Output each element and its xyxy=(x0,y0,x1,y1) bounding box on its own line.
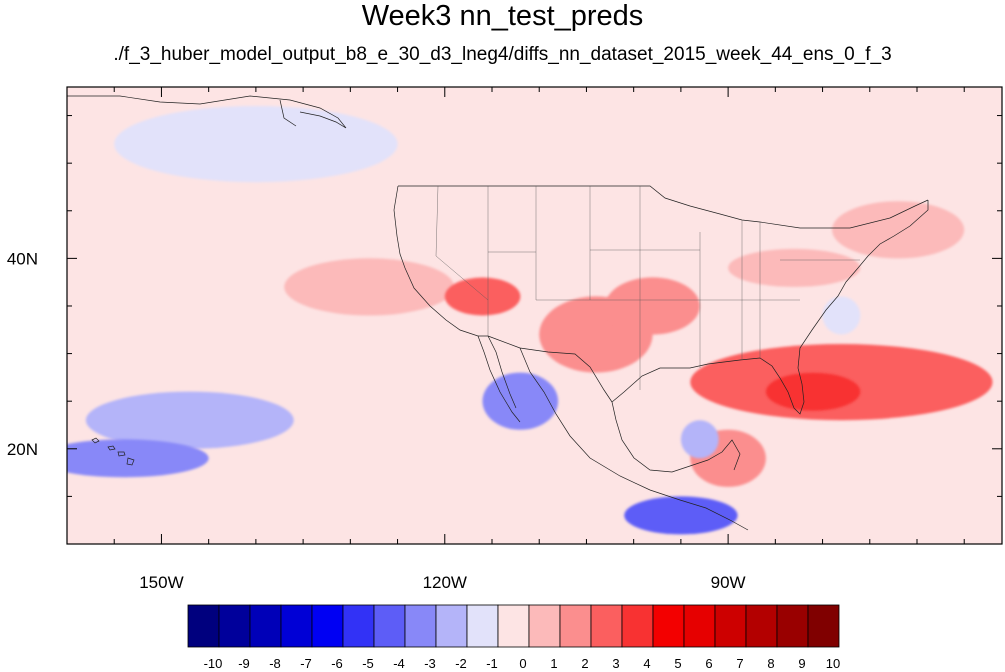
colorbar-box xyxy=(683,604,716,648)
plot-title: Week3 nn_test_preds xyxy=(361,0,644,32)
y-tick-label: 20N xyxy=(7,440,38,459)
colorbar-box xyxy=(807,604,840,648)
colorbar-label: 1 xyxy=(550,656,557,671)
colorbar-box xyxy=(497,604,530,648)
x-tick-label: 120W xyxy=(423,573,467,592)
colorbar-label: -7 xyxy=(300,656,312,671)
mexico-gulf-coast xyxy=(611,401,741,473)
state-lines xyxy=(435,185,860,390)
colorbar-label: 8 xyxy=(767,656,774,671)
colorbar: -10 -9 -8 -7 -6 -5 -4 -3 -2 -1 0 1 2 3 4 5 6 7 8 9 10 xyxy=(187,604,841,671)
x-tick-label: 90W xyxy=(711,573,746,592)
map-ticks xyxy=(67,87,1002,544)
colorbar-label: 6 xyxy=(705,656,712,671)
anomaly-region-positive xyxy=(444,277,521,316)
colorbar-box xyxy=(714,604,747,648)
anomaly-region-negative xyxy=(624,496,738,535)
colorbar-box xyxy=(559,604,592,648)
colorbar-box xyxy=(776,604,809,648)
axis-labels: 150W 120W 90W 20N 40N xyxy=(7,249,746,592)
anomaly-region-negative xyxy=(822,296,861,335)
colorbar-label: 3 xyxy=(612,656,619,671)
map-frame xyxy=(66,86,1003,545)
map-panel: 150W 120W 90W 20N 40N xyxy=(7,86,1003,592)
hawaii-islands xyxy=(91,437,135,466)
colorbar-box xyxy=(311,604,344,648)
colorbar-label: -3 xyxy=(424,656,436,671)
colorbar-label: -8 xyxy=(269,656,281,671)
us-east-coast xyxy=(797,200,929,369)
anomaly-region-positive xyxy=(832,201,965,259)
colorbar-box xyxy=(435,604,468,648)
alaska-coast xyxy=(67,95,347,129)
y-tick-label: 40N xyxy=(7,249,38,268)
mexico-pacific-coast xyxy=(519,347,749,531)
colorbar-label: 2 xyxy=(581,656,588,671)
colorbar-label: 7 xyxy=(736,656,743,671)
us-canada-border xyxy=(398,185,929,229)
colorbar-label: -9 xyxy=(238,656,250,671)
colorbar-box xyxy=(187,604,220,648)
colorbar-box xyxy=(249,604,282,648)
colorbar-label: -2 xyxy=(455,656,467,671)
anomaly-region-negative xyxy=(680,420,719,459)
colorbar-box xyxy=(652,604,685,648)
colorbar-label: -10 xyxy=(204,656,223,671)
anomaly-region-positive xyxy=(765,372,861,411)
anomaly-region-negative xyxy=(85,391,294,449)
colorbar-box xyxy=(466,604,499,648)
colorbar-box xyxy=(528,604,561,648)
colorbar-label: 4 xyxy=(643,656,650,671)
baja-california-coast xyxy=(477,335,521,423)
colorbar-boxes xyxy=(187,604,840,648)
colorbar-label: 10 xyxy=(826,656,840,671)
colorbar-box xyxy=(404,604,437,648)
colorbar-box xyxy=(373,604,406,648)
colorbar-box xyxy=(590,604,623,648)
colorbar-label: -1 xyxy=(486,656,498,671)
anomaly-field xyxy=(67,106,993,535)
colorbar-label: -4 xyxy=(393,656,405,671)
colorbar-labels: -10 -9 -8 -7 -6 -5 -4 -3 -2 -1 0 1 2 3 4 5 6 7 8 9 10 xyxy=(204,656,841,671)
colorbar-box xyxy=(745,604,778,648)
colorbar-label: 5 xyxy=(674,656,681,671)
colorbar-label: 0 xyxy=(519,656,526,671)
colorbar-box xyxy=(280,604,313,648)
coastlines-and-borders xyxy=(67,95,929,531)
anomaly-region-positive xyxy=(284,258,455,316)
colorbar-label: -5 xyxy=(362,656,374,671)
x-tick-label: 150W xyxy=(139,573,183,592)
us-west-coast xyxy=(393,185,488,337)
anomaly-region-positive xyxy=(728,248,861,287)
colorbar-label: 9 xyxy=(798,656,805,671)
plot-subtitle: ./f_3_huber_model_output_b8_e_30_d3_lneg… xyxy=(113,44,892,65)
anomaly-region-negative xyxy=(67,439,209,478)
colorbar-label: -6 xyxy=(331,656,343,671)
colorbar-box xyxy=(342,604,375,648)
anomaly-region-negative xyxy=(114,106,398,183)
anomaly-region-negative xyxy=(482,372,559,430)
anomaly-region-positive xyxy=(605,277,700,335)
colorbar-box xyxy=(218,604,251,648)
colorbar-box xyxy=(621,604,654,648)
